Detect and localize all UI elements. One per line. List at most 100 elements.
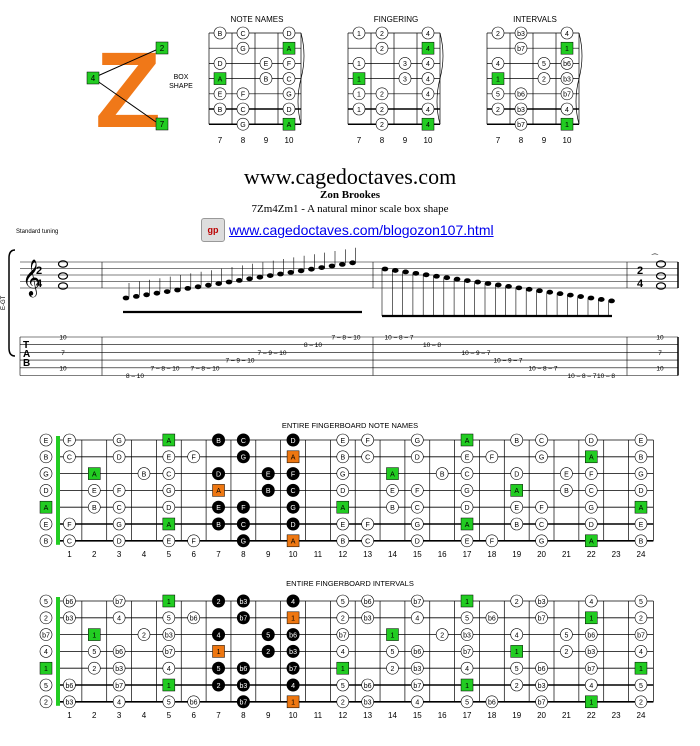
mini-note-label: B	[218, 31, 223, 38]
mini-note-label: A	[287, 122, 292, 129]
mini-note-marker	[421, 87, 435, 101]
note-label: b6	[66, 599, 74, 606]
root-marker	[336, 661, 350, 675]
board-fret-number: 1	[67, 550, 72, 559]
note-label: C	[117, 505, 122, 512]
note-marker	[460, 484, 474, 497]
mini-note-marker	[514, 87, 528, 101]
note-label: F	[117, 488, 121, 495]
note-label: C	[67, 455, 72, 462]
tab-fret-number: 7 – 8 – 10	[191, 365, 220, 372]
scale-note	[318, 265, 326, 270]
note-marker	[87, 645, 101, 658]
note-label: B	[390, 505, 395, 512]
note-label: B	[514, 522, 519, 529]
root-label: 1	[391, 632, 395, 639]
root-marker	[585, 611, 598, 625]
root-label: A	[589, 455, 594, 462]
box-note-marker	[236, 450, 250, 464]
scale-note	[297, 268, 305, 274]
box-note-marker	[236, 500, 250, 514]
box-note-label: D	[291, 522, 296, 529]
note-label: D	[638, 488, 643, 495]
tab-fret-number: 10	[59, 335, 67, 342]
note-marker	[162, 467, 176, 480]
note-marker	[510, 678, 524, 692]
note-marker	[112, 450, 126, 464]
note-label: 4	[589, 683, 593, 690]
note-label: B	[340, 455, 345, 462]
note-label: 5	[92, 649, 96, 656]
guitar-pro-icon[interactable]: gp	[201, 218, 225, 242]
chord-note	[57, 282, 69, 290]
box-note-label: C	[291, 488, 296, 495]
note-label: 2	[440, 632, 444, 639]
root-label: A	[514, 488, 519, 495]
board-fret-number: 13	[363, 711, 372, 720]
scale-note	[577, 294, 584, 299]
note-marker	[535, 661, 548, 675]
mini-note-marker	[236, 117, 250, 131]
note-label: b7	[538, 700, 546, 707]
note-label: b3	[587, 649, 595, 656]
note-label: 4	[415, 616, 419, 623]
scale-note	[484, 281, 492, 286]
note-marker	[386, 661, 399, 675]
note-marker	[336, 645, 350, 658]
mini-note-label: C	[286, 76, 291, 83]
note-marker	[361, 678, 374, 692]
box-note-label: 4	[217, 632, 221, 639]
scale-subtitle: 7Zm4Zm1 - A natural minor scale box shap…	[251, 203, 449, 215]
note-label: F	[192, 455, 196, 462]
note-marker	[87, 484, 101, 497]
note-label: D	[117, 455, 122, 462]
blog-link[interactable]: www.cagedoctaves.com/blogozon107.html	[229, 222, 494, 238]
mini-diagram-title: FINGERING	[374, 15, 418, 24]
box-note-marker	[236, 517, 250, 531]
note-marker	[162, 500, 176, 514]
box-note-label: C	[241, 438, 246, 445]
mini-note-label: A	[287, 46, 292, 53]
note-marker	[634, 678, 648, 692]
box-root-marker	[286, 534, 300, 548]
note-label: 5	[564, 632, 568, 639]
root-marker	[510, 645, 523, 658]
scale-note	[225, 279, 233, 285]
logo-note-label: 7	[160, 120, 165, 129]
mini-note-marker	[213, 87, 227, 101]
note-marker	[361, 594, 374, 608]
board-fret-number: 15	[413, 711, 422, 720]
box-note-marker	[286, 517, 300, 531]
note-marker	[634, 484, 648, 497]
board-fret-number: 12	[338, 550, 347, 559]
box-root-label: A	[216, 488, 221, 495]
box-note-label: b3	[239, 599, 247, 606]
open-note-label: D	[43, 488, 48, 495]
mini-note-marker	[213, 26, 227, 40]
note-marker	[187, 611, 200, 625]
box-root-marker	[286, 611, 300, 625]
root-marker	[634, 500, 648, 514]
tab-fret-number: 10 – 9 – 7	[462, 350, 491, 357]
note-marker	[584, 594, 598, 608]
board-fret-number: 24	[637, 550, 646, 559]
note-marker	[112, 594, 126, 608]
note-label: 4	[639, 649, 643, 656]
note-marker	[112, 661, 126, 675]
box-note-label: 2	[266, 649, 270, 656]
mini-note-marker	[491, 26, 505, 40]
tab-fret-number: 7 – 8 – 10	[332, 335, 361, 342]
board-fret-number: 18	[487, 711, 496, 720]
scale-note	[443, 275, 451, 281]
shape-label: SHAPE	[169, 83, 193, 90]
mini-fret-number: 8	[241, 136, 246, 145]
mini-note-label: 3	[403, 61, 407, 68]
note-label: b6	[538, 666, 546, 673]
tab-fret-number: 10 – 9 – 7	[494, 358, 523, 365]
mini-note-marker	[560, 87, 574, 101]
note-marker	[584, 467, 598, 480]
mini-note-marker	[282, 87, 296, 101]
note-marker	[63, 433, 76, 447]
mini-note-marker	[236, 26, 250, 40]
